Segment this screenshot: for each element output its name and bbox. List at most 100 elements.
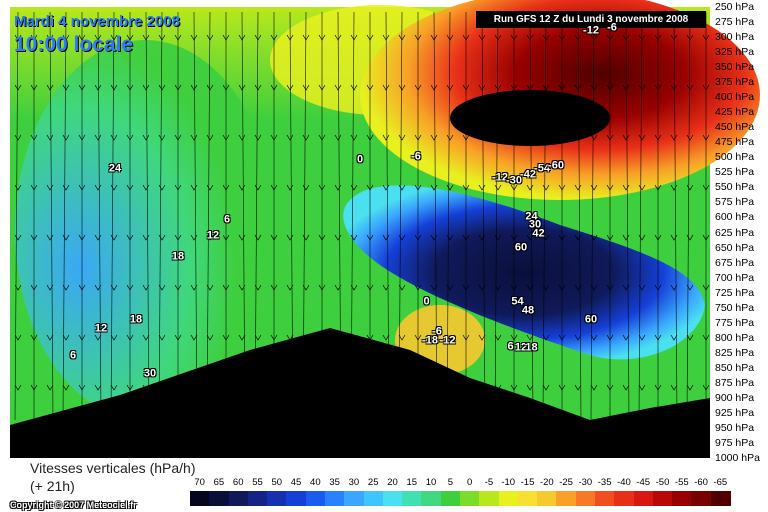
wind-arrowhead — [14, 334, 22, 341]
wind-arrowhead — [238, 284, 246, 291]
wind-arrowhead — [350, 34, 358, 41]
wind-arrowhead — [254, 184, 262, 191]
wind-arrowhead — [478, 284, 486, 291]
colorbar-label: 60 — [232, 477, 244, 488]
wind-arrowhead — [94, 334, 102, 341]
contour-label: 12 — [94, 322, 108, 335]
wind-arrowhead — [270, 84, 278, 91]
wind-arrowhead — [558, 234, 566, 241]
colorbar-swatch — [440, 491, 461, 506]
wind-arrowhead — [606, 284, 614, 291]
contour-label: 18 — [129, 313, 143, 326]
colorbar-label: -5 — [484, 477, 494, 488]
colorbar-swatch — [691, 491, 712, 506]
contour-label: -6 — [432, 325, 442, 338]
wind-arrowhead — [350, 184, 358, 191]
contour-label: 54 — [511, 295, 524, 308]
wind-arrowhead — [462, 84, 470, 91]
wind-arrowhead — [542, 84, 550, 91]
wind-arrowhead — [190, 34, 198, 41]
wind-arrowhead — [158, 284, 166, 291]
wind-arrowhead — [302, 284, 310, 291]
wind-arrowhead — [638, 84, 646, 91]
wind-arrowhead — [302, 84, 310, 91]
wind-arrowhead — [62, 134, 70, 141]
variable-label: Vitesses verticales (hPa/h) — [30, 460, 196, 476]
wind-arrowhead — [270, 184, 278, 191]
wind-arrowhead — [126, 334, 134, 341]
colorbar-swatch — [710, 491, 731, 506]
wind-arrowhead — [110, 384, 118, 391]
wind-arrowhead — [702, 334, 710, 341]
wind-arrowhead — [494, 84, 502, 91]
wind-arrowhead — [30, 284, 38, 291]
wind-arrowhead — [702, 234, 710, 241]
wind-arrowhead — [430, 134, 438, 141]
wind-arrowhead — [110, 334, 118, 341]
wind-arrowhead — [110, 84, 118, 91]
colorbar-label: -10 — [501, 477, 516, 488]
wind-arrowhead — [62, 284, 70, 291]
wind-arrowhead — [702, 284, 710, 291]
wind-arrowhead — [30, 184, 38, 191]
wind-arrowhead — [46, 134, 54, 141]
contour-label: 42 — [532, 227, 545, 240]
wind-arrowhead — [270, 134, 278, 141]
colorbar-swatch — [267, 491, 288, 506]
colorbar-label: -15 — [520, 477, 535, 488]
y-tick-label: 675 hPa — [715, 256, 755, 269]
wind-arrowhead — [222, 284, 230, 291]
wind-arrowhead — [14, 234, 22, 241]
wind-arrowhead — [686, 284, 694, 291]
wind-arrowhead — [382, 284, 390, 291]
wind-arrow-line — [686, 11, 691, 421]
wind-arrowhead — [670, 284, 678, 291]
wind-arrowhead — [478, 84, 486, 91]
wind-arrowhead — [462, 134, 470, 141]
wind-arrowhead — [510, 84, 518, 91]
colorbar-label: 5 — [447, 477, 453, 488]
wind-arrowhead — [686, 234, 694, 241]
wind-arrowhead — [686, 84, 694, 91]
wind-arrow-line — [577, 11, 582, 421]
wind-arrowhead — [30, 334, 38, 341]
wind-arrowhead — [254, 334, 262, 341]
wind-arrowhead — [670, 84, 678, 91]
wind-arrowhead — [558, 34, 566, 41]
contour-label: 6 — [223, 213, 231, 226]
wind-arrowhead — [702, 384, 710, 391]
wind-arrowhead — [158, 234, 166, 241]
wind-arrowhead — [94, 134, 102, 141]
wind-arrowhead — [190, 84, 198, 91]
y-tick-label: 550 hPa — [715, 181, 755, 194]
wind-arrow-line — [494, 11, 499, 421]
y-tick-label: 975 hPa — [715, 436, 755, 449]
wind-arrowhead — [174, 184, 182, 191]
y-tick-label: 750 hPa — [715, 301, 755, 314]
wind-arrowhead — [126, 34, 134, 41]
wind-arrowhead — [366, 184, 374, 191]
wind-arrowhead — [430, 34, 438, 41]
wind-arrowhead — [590, 134, 598, 141]
wind-arrowhead — [654, 134, 662, 141]
wind-arrowhead — [270, 234, 278, 241]
wind-arrowhead — [686, 384, 694, 391]
wind-arrowhead — [606, 234, 614, 241]
wind-arrowhead — [414, 184, 422, 191]
wind-arrowhead — [110, 184, 118, 191]
wind-arrowhead — [606, 184, 614, 191]
wind-arrowhead — [78, 334, 86, 341]
wind-arrowhead — [206, 284, 214, 291]
wind-arrowhead — [46, 184, 54, 191]
wind-arrowhead — [286, 234, 294, 241]
wind-arrowhead — [622, 234, 630, 241]
wind-arrowhead — [638, 134, 646, 141]
colorbar-swatch — [633, 491, 654, 506]
wind-arrowhead — [286, 84, 294, 91]
wind-arrowhead — [654, 284, 662, 291]
wind-arrowhead — [30, 234, 38, 241]
wind-arrowhead — [158, 184, 166, 191]
colorbar-label: -25 — [559, 477, 573, 488]
wind-arrowhead — [574, 34, 582, 41]
wind-arrowhead — [254, 34, 262, 41]
